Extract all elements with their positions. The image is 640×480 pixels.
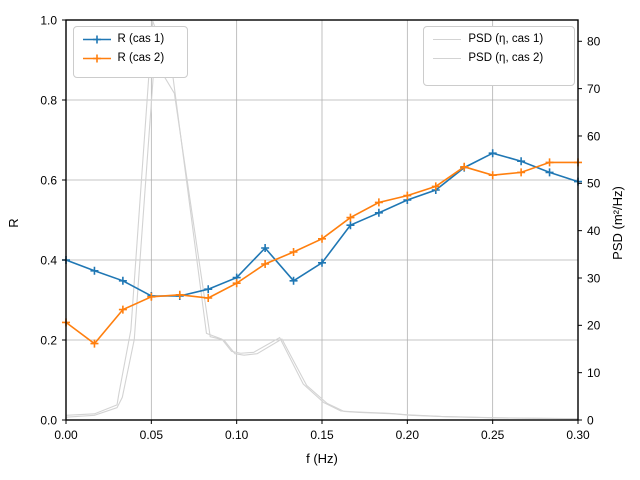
svg-text:30: 30	[587, 271, 601, 285]
svg-text:0.0: 0.0	[40, 413, 57, 427]
svg-text:R: R	[6, 218, 21, 227]
svg-text:0.4: 0.4	[40, 253, 57, 267]
svg-text:1.0: 1.0	[40, 13, 57, 27]
svg-text:70: 70	[587, 82, 601, 96]
svg-text:40: 40	[587, 224, 601, 238]
svg-text:0.25: 0.25	[481, 428, 505, 442]
svg-text:80: 80	[587, 35, 601, 49]
svg-text:20: 20	[587, 319, 601, 333]
svg-text:50: 50	[587, 177, 601, 191]
svg-text:f (Hz): f (Hz)	[306, 451, 338, 466]
svg-text:0: 0	[587, 413, 594, 427]
svg-text:0.05: 0.05	[140, 428, 164, 442]
svg-text:0.30: 0.30	[566, 428, 590, 442]
svg-text:0.8: 0.8	[40, 93, 57, 107]
svg-text:0.2: 0.2	[40, 333, 57, 347]
svg-text:10: 10	[587, 366, 601, 380]
svg-text:60: 60	[587, 129, 601, 143]
svg-text:0.20: 0.20	[396, 428, 420, 442]
svg-text:0.00: 0.00	[54, 428, 78, 442]
svg-text:0.6: 0.6	[40, 173, 57, 187]
svg-text:0.15: 0.15	[310, 428, 334, 442]
svg-text:0.10: 0.10	[225, 428, 249, 442]
svg-text:PSD (m²/Hz): PSD (m²/Hz)	[610, 186, 625, 260]
